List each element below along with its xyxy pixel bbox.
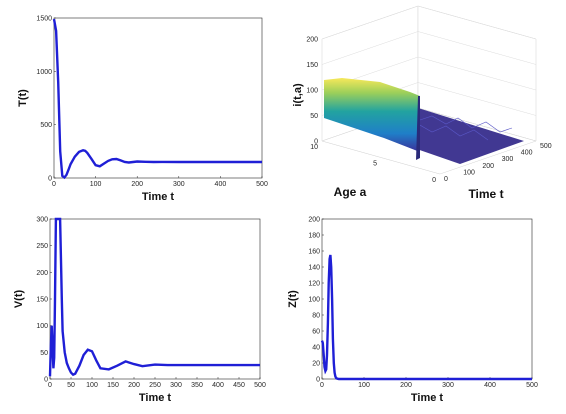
surface-ripples: [419, 115, 513, 133]
time-tick-label: 0: [444, 176, 448, 183]
z-axis-label-I: i(t,a): [292, 83, 304, 107]
x-tick-label: 100: [86, 382, 98, 389]
plot-area-V: [49, 218, 261, 380]
z-tick-label: 100: [306, 88, 318, 95]
y-tick-label: 60: [312, 329, 320, 336]
ticks-T: 0 100 200 300 400 500 0 500 1000 1500: [36, 16, 268, 189]
y-tick-label: 50: [40, 350, 48, 357]
x-tick-label: 250: [149, 382, 161, 389]
y-axis-label-I: Age a: [334, 185, 367, 199]
x-axis-label-I: Time t: [468, 187, 503, 201]
y-tick-label: 1000: [36, 69, 52, 76]
y-tick-label: 180: [308, 233, 320, 240]
y-tick-label: 80: [312, 313, 320, 320]
series-line-V: [48, 217, 260, 377]
y-tick-label: 140: [308, 265, 320, 272]
y-axis-label-V: V(t): [13, 290, 25, 309]
y-tick-label: 120: [308, 281, 320, 288]
z-grid-line: [417, 82, 537, 116]
x-axis-label-Z: Time t: [411, 392, 444, 404]
time-tick-label: 300: [502, 156, 514, 163]
x-tick-label: 400: [484, 382, 496, 389]
ticks-Z: 0 100 200 300 400 500 0 20 40 60 80 100 120 140 160 180…: [308, 217, 538, 390]
series-line-Z: [320, 254, 532, 381]
y-axis-label-Z: Z(t): [287, 290, 299, 308]
x-axis-label-V: Time t: [139, 392, 172, 404]
y-tick-label: 150: [36, 297, 48, 304]
x-tick-label: 0: [48, 382, 52, 389]
y-tick-label: 160: [308, 249, 320, 256]
x-tick-label: 400: [215, 181, 227, 188]
age-tick-label: 0: [432, 177, 436, 184]
x-tick-label: 300: [170, 382, 182, 389]
time-tick-label: 400: [521, 150, 533, 157]
x-tick-label: 500: [256, 181, 268, 188]
x-tick-label: 500: [254, 382, 266, 389]
plot-area-Z: [321, 218, 533, 380]
x-tick-label: 100: [90, 181, 102, 188]
x-tick-label: 450: [233, 382, 245, 389]
y-tick-label: 100: [36, 323, 48, 330]
x-tick-label: 300: [173, 181, 185, 188]
x-tick-label: 200: [128, 382, 140, 389]
y-tick-label: 200: [36, 270, 48, 277]
ticks-I: 0 50 100 150 200 0 100 200 300 400 500 0 5 10: [306, 37, 551, 185]
x-tick-label: 100: [358, 382, 370, 389]
ticks-V: 0 50 100 150 200 250 300 350 400 450 500 0 50 100 150 2…: [36, 217, 266, 390]
y-tick-label: 1500: [36, 16, 52, 23]
x-tick-label: 0: [320, 382, 324, 389]
y-tick-label: 500: [40, 122, 52, 129]
z-tick-label: 0: [314, 139, 318, 146]
z-tick-label: 50: [310, 113, 318, 120]
panel-Z: 0 100 200 300 400 500 0 20 40 60 80 100 120 140 160 180…: [287, 217, 538, 405]
x-tick-label: 0: [52, 181, 56, 188]
x-tick-label: 200: [400, 382, 412, 389]
x-tick-label: 400: [212, 382, 224, 389]
y-tick-label: 250: [36, 243, 48, 250]
z-tick-label: 200: [306, 37, 318, 44]
age-tick-label: 5: [373, 161, 377, 168]
y-tick-label: 300: [36, 217, 48, 224]
x-tick-label: 150: [107, 382, 119, 389]
z-tick-label: 150: [306, 62, 318, 69]
y-tick-label: 0: [44, 377, 48, 384]
time-tick-label: 500: [540, 143, 552, 150]
y-tick-label: 100: [308, 297, 320, 304]
y-tick-label: 40: [312, 345, 320, 352]
x-tick-label: 350: [191, 382, 203, 389]
y-tick-label: 20: [312, 361, 320, 368]
x-axis-label-T: Time t: [142, 191, 175, 203]
y-tick-label: 200: [308, 217, 320, 224]
x-tick-label: 300: [442, 382, 454, 389]
z-grid-line: [417, 5, 537, 40]
z-grid-line: [321, 5, 419, 40]
z-grid-line: [417, 31, 537, 65]
x-tick-label: 200: [131, 181, 143, 188]
z-grid-line: [417, 56, 537, 91]
age-tick-label: 10: [310, 144, 318, 151]
series-line-T: [52, 18, 262, 180]
time-tick-label: 100: [463, 169, 475, 176]
panel-V: 0 50 100 150 200 250 300 350 400 450 500 0 50 100 150 2…: [13, 217, 266, 405]
y-tick-label: 0: [316, 377, 320, 384]
time-tick-label: 200: [482, 163, 494, 170]
panel-T: 0 100 200 300 400 500 0 500 1000 1500 T(t) Time t: [17, 16, 268, 204]
x-tick-label: 50: [67, 382, 75, 389]
x-tick-label: 500: [526, 382, 538, 389]
surface-front-edge: [416, 96, 420, 160]
y-axis-label-T: T(t): [17, 89, 29, 107]
z-grid-line: [321, 31, 419, 65]
surface-initial-profile: [324, 78, 420, 152]
plot-area-T: [53, 17, 263, 179]
y-tick-label: 0: [48, 176, 52, 183]
